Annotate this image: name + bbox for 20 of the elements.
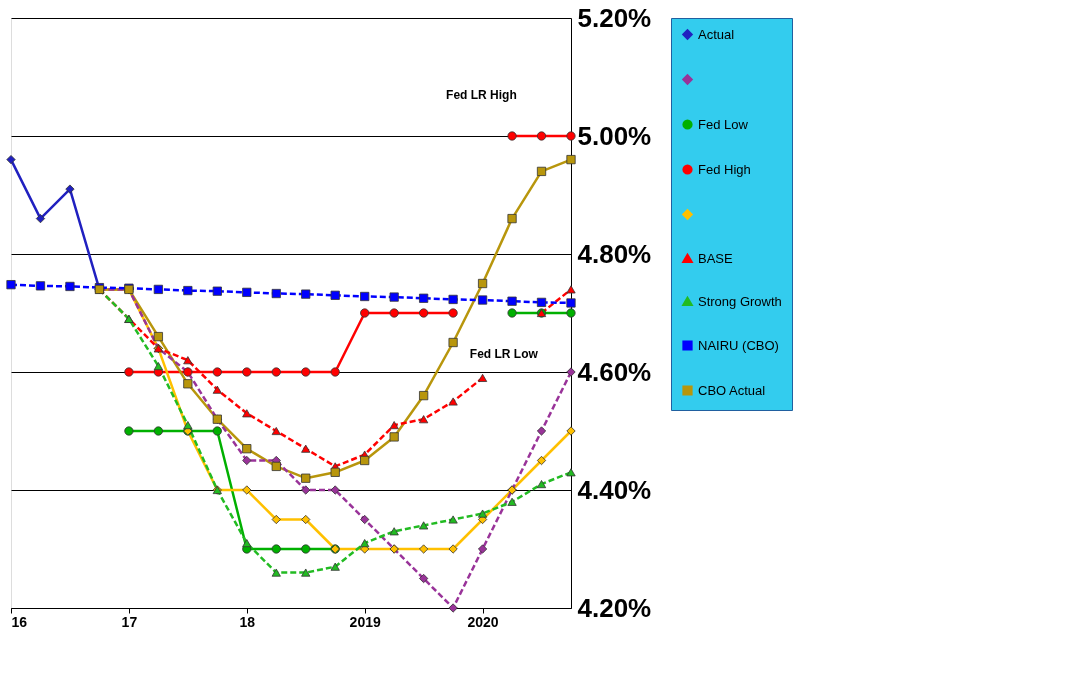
x-tick-label: 18 [239, 613, 256, 630]
x-tick-label: 2019 [349, 613, 381, 630]
legend-label: BASE [698, 250, 734, 266]
legend-label: Strong Growth [698, 293, 782, 309]
y-tick-label: 4.40% [577, 474, 652, 505]
legend-label: Fed Low [698, 116, 749, 132]
legend-label: NAIRU (CBO) [698, 337, 779, 353]
x-tick-label: 2020 [467, 613, 499, 630]
annotation: Fed LR Low [469, 347, 539, 362]
x-tick-label: 16 [11, 613, 28, 630]
y-tick-label: 4.80% [577, 238, 652, 269]
y-tick-label: 5.00% [577, 120, 652, 151]
y-tick-label: 4.20% [577, 592, 652, 623]
y-tick-label: 5.20% [577, 2, 652, 33]
x-tick-label: 17 [121, 613, 138, 630]
legend-label: CBO Actual [698, 382, 766, 398]
legend-label: Actual [698, 26, 735, 42]
annotation: Fed LR High [446, 87, 517, 102]
legend-label: Fed High [698, 161, 751, 177]
y-tick-label: 4.60% [577, 356, 652, 387]
